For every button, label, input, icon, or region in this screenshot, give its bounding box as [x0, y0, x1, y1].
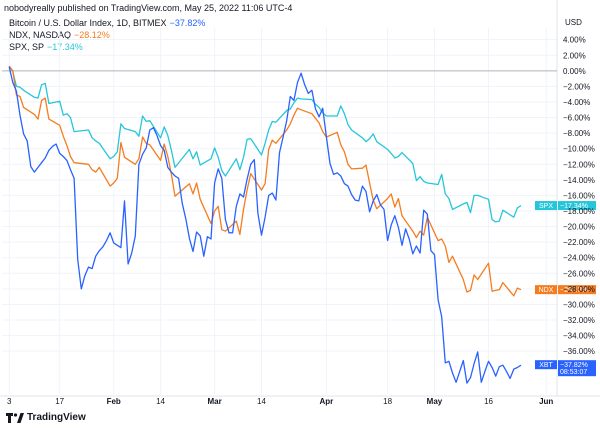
y-tick-label: 0.00%	[563, 67, 586, 76]
y-tick-label: −30.00%	[563, 300, 595, 309]
legend-label: Bitcoin / U.S. Dollar Index, 1D, BITMEX	[9, 18, 167, 28]
x-tick-label: Mar	[208, 397, 222, 406]
y-tick-label: −24.00%	[563, 254, 595, 263]
grid-layer	[0, 0, 600, 397]
y-axis: 4.00% 2.00% 0.00% −2.00% −4.00% −6.00% −8.00% −…	[563, 36, 595, 356]
series-layer	[8, 65, 522, 384]
price-tag-value-text: −17.34%	[560, 203, 588, 210]
legend-change: −17.34%	[47, 42, 83, 52]
x-axis: 3 17 Feb 14 Mar 14 Apr 18 May 16 Jun	[7, 397, 553, 406]
price-tag-value	[558, 201, 596, 211]
y-tick-label: 4.00%	[563, 36, 586, 45]
x-tick-label: May	[427, 397, 443, 406]
legend-item-ndx[interactable]: NDX, NASDAQ −28.12%	[9, 29, 205, 41]
tradingview-logo-icon	[6, 413, 24, 423]
price-tag-name	[535, 201, 557, 211]
price-tag-value-text: −28.12%	[560, 287, 588, 294]
series-line-xbt	[8, 66, 522, 384]
series-line-spx	[8, 65, 522, 223]
price-tag-name-text: SPX	[539, 203, 553, 210]
y-tick-label: −22.00%	[563, 238, 595, 247]
y-tick-label: −4.00%	[563, 98, 590, 107]
x-tick-label: 18	[383, 397, 392, 406]
series-line-ndx	[8, 65, 522, 297]
x-tick-label: Apr	[319, 397, 333, 406]
price-tag-value-text: −37.82%	[560, 362, 588, 369]
y-tick-label: −6.00%	[563, 114, 590, 123]
y-tick-label: −18.00%	[563, 207, 595, 216]
x-tick-label: 14	[257, 397, 266, 406]
legend-item-spx[interactable]: SPX, SP −17.34%	[9, 41, 205, 53]
publisher-header: nobodyreally published on TradingView.co…	[4, 3, 293, 13]
x-tick-label: 16	[484, 397, 493, 406]
y-tick-label: −34.00%	[563, 332, 595, 341]
y-tick-label: −26.00%	[563, 269, 595, 278]
footer: TradingView	[0, 405, 600, 428]
price-tag-name	[535, 285, 557, 295]
chart-legend: Bitcoin / U.S. Dollar Index, 1D, BITMEX −…	[9, 17, 205, 53]
x-tick-label: 17	[55, 397, 64, 406]
x-tick-label: 3	[7, 397, 12, 406]
y-tick-label: −16.00%	[563, 191, 595, 200]
currency-label: USD	[565, 18, 582, 27]
y-tick-label: −2.00%	[563, 82, 590, 91]
legend-change: −28.12%	[74, 30, 110, 40]
price-tags-layer: SPX −17.34% NDX −28.12% XBT −37.82%08:53:07	[535, 201, 596, 377]
tradingview-brand: TradingView	[27, 412, 86, 423]
legend-label: SPX, SP	[9, 42, 45, 52]
y-tick-label: −20.00%	[563, 223, 595, 232]
y-tick-label: −36.00%	[563, 347, 595, 356]
price-tag-value	[558, 360, 596, 377]
price-tag-value	[558, 285, 596, 295]
legend-label: NDX, NASDAQ	[9, 30, 72, 40]
y-tick-label: −14.00%	[563, 176, 595, 185]
price-tag-countdown-text: 08:53:07	[560, 369, 587, 376]
x-tick-label: Feb	[107, 397, 121, 406]
x-tick-label: 14	[156, 397, 165, 406]
y-tick-label: 2.00%	[563, 51, 586, 60]
y-tick-label: −28.00%	[563, 285, 595, 294]
y-tick-label: −8.00%	[563, 129, 590, 138]
legend-change: −37.82%	[169, 18, 206, 28]
price-tag-name	[535, 360, 557, 370]
legend-item-xbt[interactable]: Bitcoin / U.S. Dollar Index, 1D, BITMEX −…	[9, 17, 205, 29]
y-tick-label: −10.00%	[563, 145, 595, 154]
price-tag-name-text: XBT	[539, 362, 553, 369]
x-tick-label: Jun	[539, 397, 553, 406]
y-tick-label: −12.00%	[563, 160, 595, 169]
y-tick-label: −32.00%	[563, 316, 595, 325]
price-tag-name-text: NDX	[539, 287, 554, 294]
